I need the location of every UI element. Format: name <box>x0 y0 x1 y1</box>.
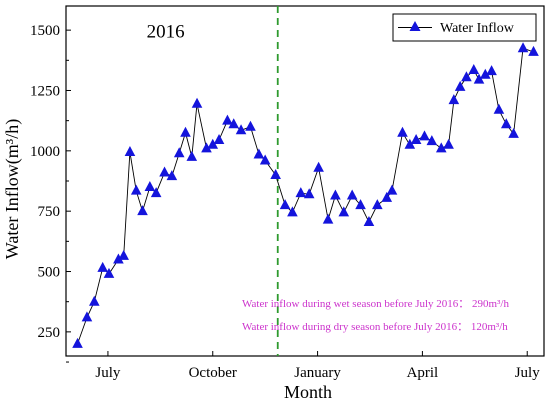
x-tick-label: April <box>407 365 439 381</box>
data-point <box>338 206 350 217</box>
tick-layer: 250 500 750 1000 1250 1500 July October January A… <box>30 23 541 381</box>
data-point <box>486 65 497 76</box>
data-point <box>372 199 383 210</box>
data-point <box>245 120 256 131</box>
data-point <box>435 142 447 153</box>
data-point <box>443 138 454 149</box>
data-point <box>508 127 519 138</box>
data-point <box>468 63 480 74</box>
data-point <box>397 126 408 137</box>
data-point <box>346 189 358 200</box>
y-tick-label: 500 <box>38 265 61 281</box>
data-point <box>517 42 529 53</box>
data-point <box>473 73 485 84</box>
data-point <box>228 118 240 129</box>
data-point <box>313 161 324 172</box>
data-point <box>479 68 491 79</box>
data-point <box>426 135 438 146</box>
data-point <box>270 168 281 179</box>
data-point <box>454 80 466 91</box>
data-point <box>287 206 298 217</box>
x-tick-label: July <box>515 365 541 381</box>
x-tick-label: October <box>189 365 237 381</box>
data-point <box>355 199 366 210</box>
data-point <box>81 311 93 322</box>
legend: Water Inflow <box>392 13 537 42</box>
data-point <box>295 187 307 198</box>
data-point <box>461 71 472 82</box>
data-point <box>381 191 393 202</box>
data-point <box>144 181 156 192</box>
data-point <box>303 188 315 199</box>
y-tick-label: 1500 <box>30 23 60 39</box>
y-tick-label: 1000 <box>30 144 60 160</box>
data-point <box>279 199 291 210</box>
y-tick-label: 750 <box>38 204 61 220</box>
y-tick-label: 1250 <box>30 83 60 99</box>
data-point <box>180 126 191 137</box>
data-point <box>500 118 512 129</box>
data-point <box>113 253 124 264</box>
data-point <box>363 216 375 227</box>
data-point <box>97 261 108 272</box>
data-point <box>186 150 198 161</box>
data-point <box>448 94 460 105</box>
data-point <box>207 138 219 149</box>
data-point <box>118 249 129 260</box>
mark-layer <box>72 42 539 348</box>
year-label: 2016 <box>147 21 185 42</box>
data-point <box>150 187 162 198</box>
data-point <box>235 124 247 135</box>
legend-marker-icon <box>409 21 421 31</box>
data-point <box>103 267 115 278</box>
legend-label: Water Inflow <box>440 21 515 36</box>
data-point <box>259 154 271 165</box>
data-point <box>89 295 100 306</box>
data-point <box>137 205 148 216</box>
data-point <box>191 97 203 108</box>
data-point <box>173 147 185 158</box>
data-point <box>201 142 212 153</box>
data-point <box>124 146 136 157</box>
data-point <box>386 184 398 195</box>
data-point <box>410 133 422 144</box>
data-point <box>493 103 505 114</box>
data-point <box>72 337 83 348</box>
data-point <box>253 148 265 159</box>
data-point <box>130 184 142 195</box>
y-tick-label: 250 <box>38 325 61 341</box>
annotation-dry-season: Water inflow during dry season before Ju… <box>242 321 508 333</box>
data-point <box>322 213 334 224</box>
data-point <box>419 130 430 141</box>
x-axis-title: Month <box>284 382 332 402</box>
data-point <box>159 166 170 177</box>
data-point <box>528 45 539 56</box>
data-point <box>166 170 178 181</box>
x-tick-label: January <box>294 365 341 381</box>
x-tick-label: July <box>95 365 121 381</box>
data-point <box>222 114 233 125</box>
y-axis-title: Water Inflow(m³/h) <box>2 119 23 259</box>
annotation-wet-season: Water inflow during wet season before Ju… <box>242 298 509 310</box>
data-point <box>404 138 416 149</box>
data-point <box>213 133 225 144</box>
data-point <box>330 189 341 200</box>
